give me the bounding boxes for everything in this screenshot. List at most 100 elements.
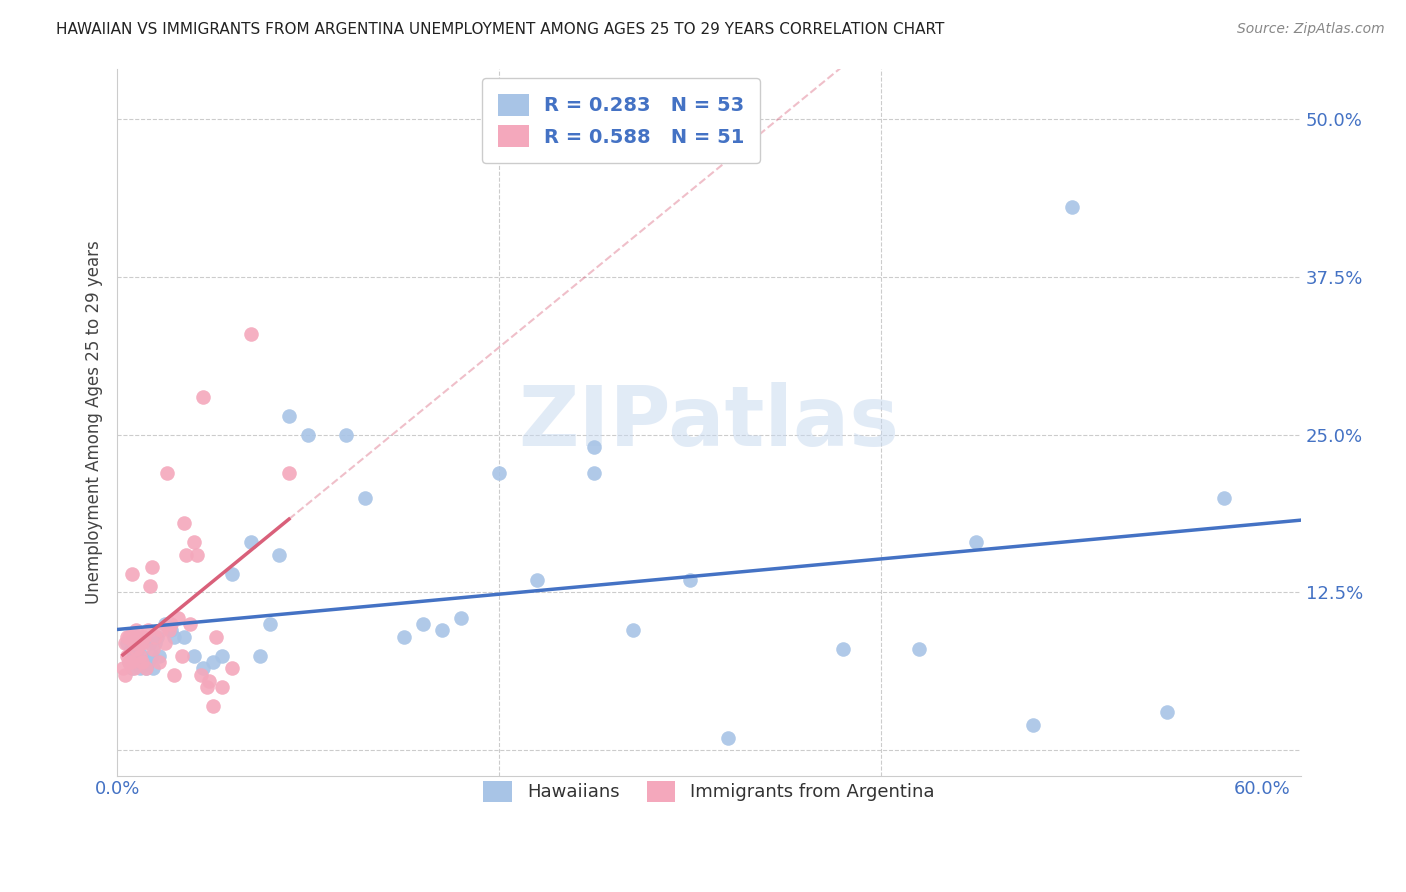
- Point: [239, 326, 262, 341]
- Point: [1060, 201, 1083, 215]
- Point: [831, 642, 853, 657]
- Point: [621, 624, 644, 638]
- Point: [153, 636, 176, 650]
- Point: [131, 636, 153, 650]
- Point: [159, 617, 181, 632]
- Point: [115, 636, 138, 650]
- Point: [142, 661, 165, 675]
- Point: [173, 516, 195, 530]
- Point: [163, 630, 186, 644]
- Point: [153, 617, 176, 632]
- Point: [157, 624, 180, 638]
- Point: [142, 642, 165, 657]
- Point: [183, 648, 205, 663]
- Point: [163, 667, 186, 681]
- Point: [191, 661, 214, 675]
- Point: [174, 548, 197, 562]
- Point: [117, 655, 139, 669]
- Point: [259, 617, 281, 632]
- Point: [190, 667, 212, 681]
- Point: [127, 642, 149, 657]
- Point: [167, 610, 190, 624]
- Point: [132, 630, 155, 644]
- Point: [269, 548, 291, 562]
- Point: [211, 648, 233, 663]
- Point: [124, 636, 146, 650]
- Point: [125, 642, 148, 657]
- Point: [145, 636, 167, 650]
- Point: [1156, 706, 1178, 720]
- Point: [191, 390, 214, 404]
- Point: [183, 535, 205, 549]
- Point: [198, 673, 221, 688]
- Point: [135, 661, 157, 675]
- Point: [1213, 491, 1236, 505]
- Point: [159, 624, 181, 638]
- Point: [138, 636, 160, 650]
- Point: [908, 642, 931, 657]
- Point: [201, 699, 224, 714]
- Point: [412, 617, 434, 632]
- Point: [121, 566, 143, 581]
- Point: [125, 624, 148, 638]
- Point: [205, 630, 228, 644]
- Point: [717, 731, 740, 745]
- Point: [124, 661, 146, 675]
- Point: [124, 648, 146, 663]
- Point: [583, 466, 606, 480]
- Point: [195, 680, 218, 694]
- Point: [297, 427, 319, 442]
- Point: [141, 560, 163, 574]
- Point: [148, 655, 170, 669]
- Point: [221, 661, 243, 675]
- Point: [173, 630, 195, 644]
- Point: [145, 630, 167, 644]
- Text: HAWAIIAN VS IMMIGRANTS FROM ARGENTINA UNEMPLOYMENT AMONG AGES 25 TO 29 YEARS COR: HAWAIIAN VS IMMIGRANTS FROM ARGENTINA UN…: [56, 22, 945, 37]
- Point: [201, 655, 224, 669]
- Point: [172, 648, 194, 663]
- Text: Source: ZipAtlas.com: Source: ZipAtlas.com: [1237, 22, 1385, 37]
- Point: [392, 630, 415, 644]
- Point: [249, 648, 271, 663]
- Point: [278, 409, 301, 423]
- Point: [221, 566, 243, 581]
- Point: [141, 648, 163, 663]
- Point: [146, 630, 169, 644]
- Point: [335, 427, 357, 442]
- Point: [1022, 718, 1045, 732]
- Point: [121, 661, 143, 675]
- Point: [965, 535, 987, 549]
- Point: [136, 655, 159, 669]
- Point: [117, 655, 139, 669]
- Point: [150, 624, 173, 638]
- Point: [115, 630, 138, 644]
- Point: [239, 535, 262, 549]
- Point: [186, 548, 208, 562]
- Point: [136, 624, 159, 638]
- Point: [148, 648, 170, 663]
- Point: [135, 661, 157, 675]
- Point: [129, 636, 152, 650]
- Point: [111, 661, 134, 675]
- Point: [583, 440, 606, 454]
- Point: [117, 630, 139, 644]
- Point: [156, 466, 179, 480]
- Point: [127, 630, 149, 644]
- Point: [211, 680, 233, 694]
- Point: [114, 636, 136, 650]
- Point: [430, 624, 453, 638]
- Point: [138, 579, 160, 593]
- Point: [131, 648, 153, 663]
- Point: [114, 667, 136, 681]
- Legend: Hawaiians, Immigrants from Argentina: Hawaiians, Immigrants from Argentina: [470, 766, 949, 816]
- Point: [488, 466, 510, 480]
- Point: [131, 655, 153, 669]
- Point: [679, 573, 702, 587]
- Point: [115, 648, 138, 663]
- Point: [120, 642, 142, 657]
- Point: [125, 630, 148, 644]
- Point: [132, 655, 155, 669]
- Point: [129, 661, 152, 675]
- Point: [120, 655, 142, 669]
- Point: [179, 617, 201, 632]
